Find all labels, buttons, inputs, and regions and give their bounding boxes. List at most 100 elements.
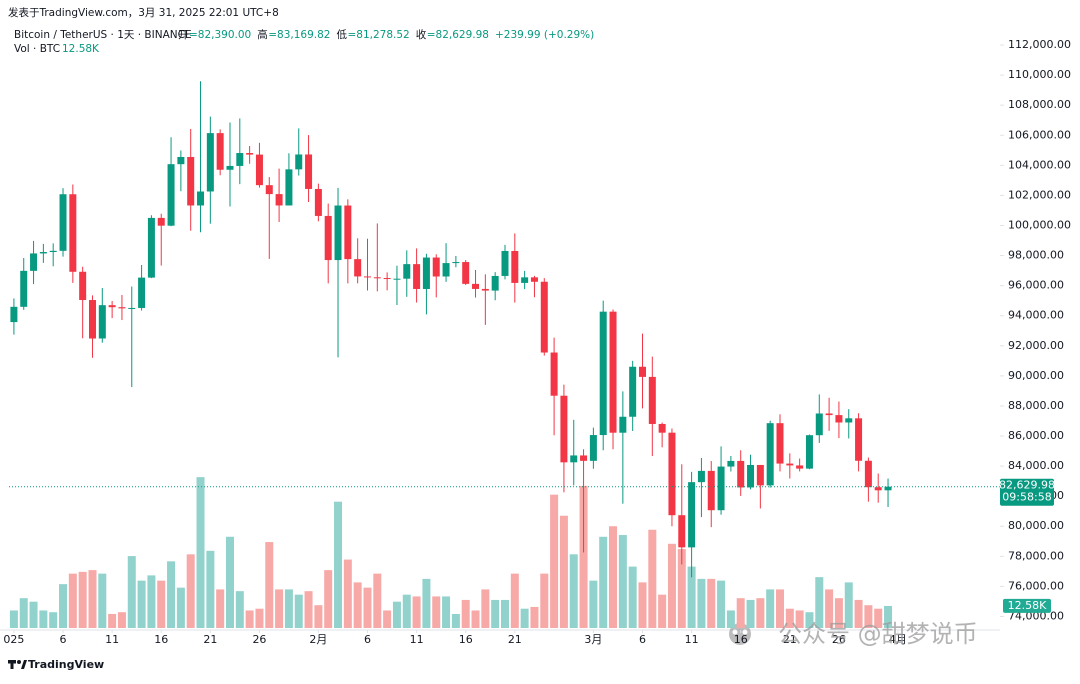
volume-bar bbox=[697, 578, 706, 628]
volume-bar bbox=[422, 578, 431, 628]
volume-bar bbox=[275, 589, 284, 628]
volume-bar bbox=[756, 598, 765, 628]
volume-bar bbox=[569, 554, 578, 628]
y-tick-label: 110,000.00 bbox=[1008, 68, 1071, 81]
volume-bar bbox=[206, 550, 215, 628]
candle-body bbox=[236, 153, 244, 166]
candle-body bbox=[776, 423, 784, 464]
y-tick-label: 86,000.00 bbox=[1008, 429, 1064, 442]
volume-bar bbox=[491, 599, 500, 628]
volume-bar bbox=[334, 501, 343, 628]
volume-bar bbox=[884, 605, 893, 628]
candle-body bbox=[580, 455, 588, 461]
volume-bar bbox=[373, 573, 382, 628]
volume-bar bbox=[88, 570, 97, 628]
y-tick-label: 78,000.00 bbox=[1008, 549, 1064, 562]
candle-body bbox=[658, 423, 666, 433]
candle-body bbox=[452, 262, 460, 264]
candle-body bbox=[138, 277, 146, 308]
y-tick-label: 84,000.00 bbox=[1008, 459, 1064, 472]
volume-bar bbox=[618, 535, 627, 628]
y-tick-label: 90,000.00 bbox=[1008, 369, 1064, 382]
volume-bar bbox=[196, 477, 205, 628]
candle-body bbox=[128, 307, 136, 309]
candle-body bbox=[98, 305, 106, 339]
x-tick-label: 16 bbox=[459, 633, 473, 646]
candle-body bbox=[540, 281, 548, 353]
candle-body bbox=[246, 153, 254, 155]
volume-bar bbox=[255, 608, 264, 628]
y-tick-label: 106,000.00 bbox=[1008, 128, 1071, 141]
candle-body bbox=[815, 413, 823, 436]
volume-bar bbox=[579, 485, 588, 628]
volume-bar bbox=[559, 515, 568, 628]
candle-body bbox=[432, 257, 440, 277]
candle-body bbox=[570, 455, 578, 463]
candle-body bbox=[334, 205, 342, 261]
candle-body bbox=[619, 416, 627, 433]
candle-body bbox=[255, 154, 263, 186]
y-tick-label: 92,000.00 bbox=[1008, 339, 1064, 352]
y-tick-label: 76,000.00 bbox=[1008, 579, 1064, 592]
x-tick-label: 26 bbox=[252, 633, 266, 646]
volume-bar bbox=[176, 587, 185, 628]
volume-bar bbox=[854, 599, 863, 628]
volume-bar bbox=[520, 608, 529, 628]
volume-bar bbox=[628, 566, 637, 628]
ohlc-value: =81,278.52 bbox=[348, 29, 410, 41]
candle-body bbox=[835, 415, 843, 423]
volume-bar bbox=[442, 596, 451, 628]
candle-body bbox=[874, 487, 882, 491]
volume-bar bbox=[500, 599, 509, 628]
volume-bar bbox=[766, 589, 775, 628]
candle-body bbox=[413, 264, 421, 289]
x-tick-label: 2月 bbox=[309, 633, 327, 646]
volume-bar bbox=[825, 589, 834, 628]
volume-bar bbox=[147, 575, 156, 628]
volume-bar bbox=[235, 591, 244, 628]
volume-bar bbox=[667, 543, 676, 628]
ohlc-label: 高 bbox=[257, 28, 268, 41]
x-tick-label: 21 bbox=[508, 633, 522, 646]
candle-body bbox=[521, 277, 529, 283]
volume-bar bbox=[49, 612, 58, 628]
x-tick-label: 16 bbox=[154, 633, 168, 646]
candle-body bbox=[59, 194, 67, 251]
volume-bar bbox=[736, 598, 745, 628]
candle-body bbox=[324, 215, 332, 261]
candle-body bbox=[187, 156, 195, 206]
volume-bar bbox=[550, 494, 559, 628]
candle-body bbox=[383, 278, 391, 280]
candle-body bbox=[668, 432, 676, 516]
volume-legend-value: 12.58K bbox=[62, 43, 100, 55]
candle-body bbox=[845, 418, 853, 423]
volume-bar bbox=[844, 582, 853, 628]
volume-bar bbox=[658, 594, 667, 628]
candle-body bbox=[825, 413, 833, 416]
ohlc-label: 低 bbox=[337, 28, 348, 41]
volume-bar bbox=[39, 610, 48, 628]
volume-bar bbox=[186, 554, 195, 628]
volume-bar bbox=[599, 536, 608, 628]
candle-body bbox=[206, 133, 214, 192]
y-tick-label: 88,000.00 bbox=[1008, 399, 1064, 412]
volume-bar bbox=[284, 589, 293, 628]
volume-bar bbox=[117, 612, 126, 628]
candle-body bbox=[864, 460, 872, 488]
candle-body bbox=[265, 185, 273, 195]
volume-bar bbox=[157, 580, 166, 628]
volume-bar bbox=[481, 589, 490, 628]
y-tick-label: 104,000.00 bbox=[1008, 158, 1071, 171]
candle-body bbox=[501, 250, 509, 276]
candle-body bbox=[363, 276, 371, 278]
x-tick-label: 6 bbox=[364, 633, 371, 646]
candle-body bbox=[157, 217, 165, 226]
volume-bar bbox=[29, 601, 38, 628]
candle-body bbox=[344, 205, 352, 260]
candle-body bbox=[167, 164, 175, 226]
volume-bar bbox=[265, 542, 274, 628]
candle-body bbox=[756, 464, 764, 486]
candle-body bbox=[393, 278, 401, 280]
ohlc-legend: 开 =82,390.00 高 =83,169.82 低 =81,278.52 收 =82,62… bbox=[178, 28, 594, 41]
volume-bar bbox=[392, 601, 401, 628]
